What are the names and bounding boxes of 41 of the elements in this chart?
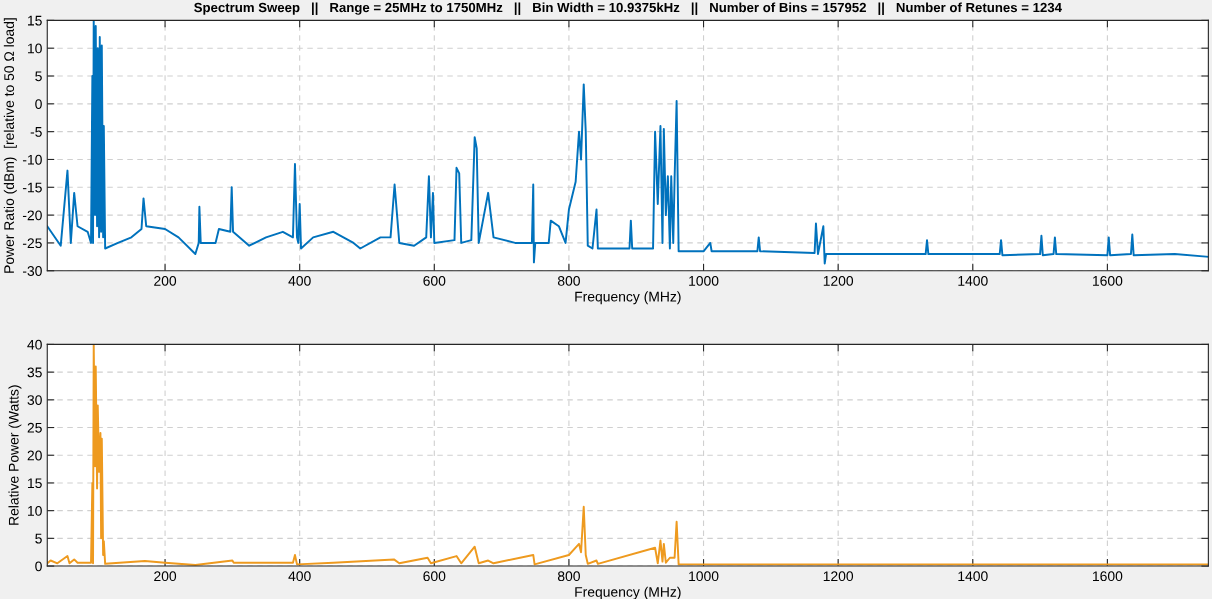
x-tick-label: 1000 <box>689 275 719 286</box>
y-tick-label: 25 <box>27 422 42 433</box>
x-tick-label: 800 <box>557 275 580 286</box>
y-tick-label: -5 <box>30 127 42 137</box>
x-tick-label: 1600 <box>1093 571 1123 582</box>
y-tick-label: -10 <box>22 154 42 165</box>
y-tick-label: -20 <box>22 210 42 221</box>
x-tick-label: 400 <box>288 571 311 582</box>
x-tick-label: 200 <box>154 275 177 286</box>
y-tick-label: 5 <box>35 533 42 544</box>
y-tick-label: 10 <box>28 505 42 516</box>
x-tick-label: 1400 <box>958 571 988 582</box>
line-series <box>47 344 1209 566</box>
y-axis-title: Relative Power (Watts) <box>8 385 22 525</box>
y-tick-label: -30 <box>22 266 42 276</box>
x-tick-label: 800 <box>557 571 580 582</box>
x-tick-label: 1000 <box>689 571 719 582</box>
x-tick-label: 400 <box>288 275 311 286</box>
x-tick-label: 200 <box>154 571 177 582</box>
x-tick-label: 1600 <box>1093 275 1123 286</box>
y-tick-label: 0 <box>35 561 42 572</box>
x-axis-title: Frequency (MHz) <box>575 291 681 305</box>
x-axis-title: Frequency (MHz) <box>575 586 681 599</box>
y-tick-label: -15 <box>22 182 42 193</box>
x-tick-label: 1200 <box>823 275 854 286</box>
x-tick-label: 600 <box>423 571 446 582</box>
y-tick-label: 35 <box>27 367 42 378</box>
x-tick-label: 600 <box>423 275 446 286</box>
chart-title: Spectrum Sweep || Range = 25MHz to 1750MHz || Bin Width = 10.9375kHz || Number of Bins = 157952 || Number of Retunes = 1234 <box>194 2 1062 15</box>
y-tick-label: 15 <box>28 478 42 489</box>
y-tick-label: 0 <box>35 99 42 109</box>
x-tick-label: 1400 <box>958 275 988 286</box>
y-axis-title: Power Ratio (dBm) [relative to 50 Ω load] <box>3 18 17 273</box>
y-tick-label: 10 <box>28 43 42 54</box>
y-tick-label: -25 <box>22 238 42 249</box>
y-tick-label: 20 <box>27 450 42 461</box>
y-tick-label: 30 <box>27 395 42 405</box>
y-tick-label: 15 <box>28 15 42 26</box>
x-tick-label: 1200 <box>823 571 854 582</box>
y-tick-label: 40 <box>27 339 42 350</box>
y-tick-label: 5 <box>35 71 42 82</box>
